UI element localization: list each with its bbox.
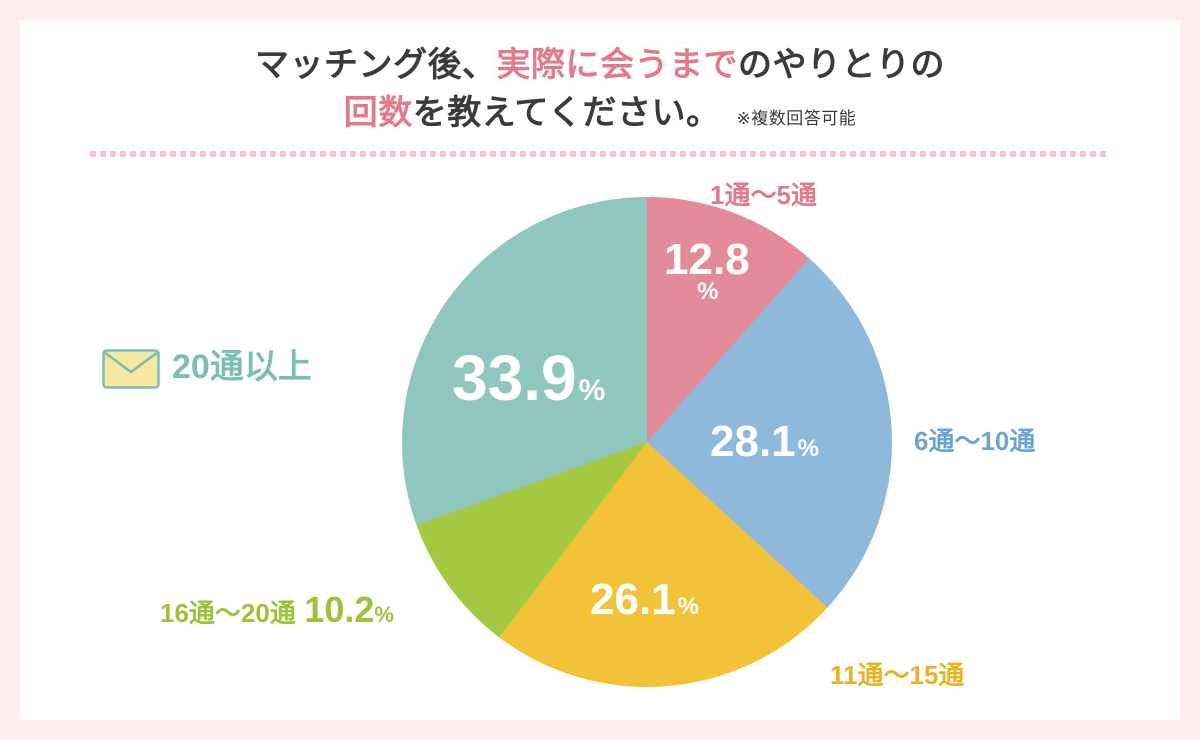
title-highlight-1: 実際に会うまで — [497, 46, 739, 84]
slice-value-s5: 33.9% — [452, 345, 605, 412]
outer-label-s2: 6通～10通 — [914, 421, 1035, 458]
outer-label-s5: 20通以上 — [172, 339, 312, 388]
divider — [90, 151, 1110, 157]
outer-label-s1: 1通～5通 — [710, 175, 817, 212]
card: マッチング後、実際に会うまでのやりとりの 回数を教えてください。 ※複数回答可能… — [20, 20, 1180, 720]
slice-value-s1: 12.8 % — [664, 237, 750, 304]
title-highlight-2: 回数 — [344, 94, 413, 132]
pie-chart: 12.8 % 28.1% 26.1% 33.9% — [402, 197, 892, 687]
title-note: ※複数回答可能 — [736, 109, 856, 128]
title-post: を教えてください。 — [413, 94, 721, 132]
chart-area: 12.8 % 28.1% 26.1% 33.9% 1通～5通 6通～10通 11… — [20, 165, 1180, 720]
outer-label-s4: 16通～20通 10.2% — [160, 589, 394, 631]
title-pre: マッチング後、 — [255, 46, 497, 84]
slice-value-s3: 26.1% — [590, 577, 699, 623]
slice-value-s2: 28.1% — [710, 419, 819, 465]
title-block: マッチング後、実際に会うまでのやりとりの 回数を教えてください。 ※複数回答可能 — [20, 20, 1180, 157]
outer-label-s3: 11通～15通 — [830, 655, 964, 692]
envelope-icon — [102, 349, 160, 389]
title-mid: のやりとりの — [738, 46, 945, 84]
page-title: マッチング後、実際に会うまでのやりとりの 回数を教えてください。 ※複数回答可能 — [20, 42, 1180, 137]
